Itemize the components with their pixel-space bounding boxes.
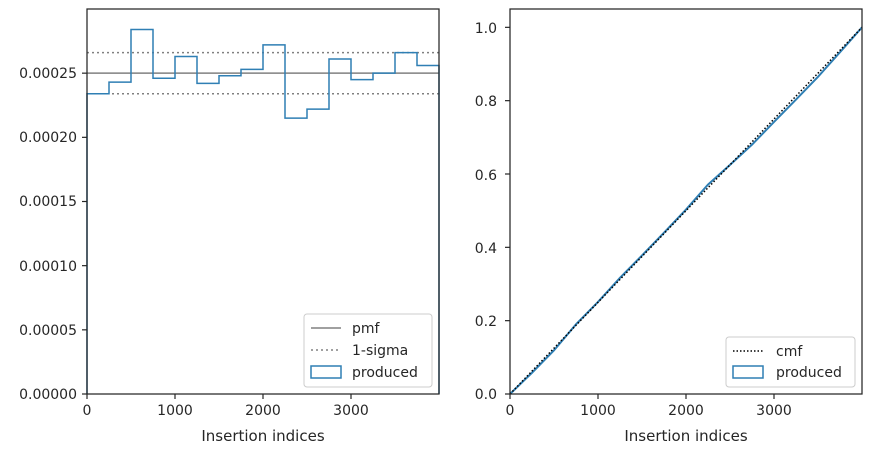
right-y-tick-label: 0.0 <box>475 387 497 403</box>
left-y-tick-label: 0.00025 <box>19 66 77 82</box>
produced-histogram <box>86 28 440 394</box>
produced-legend-swatch <box>310 365 342 379</box>
left-legend: pmf 1-sigma produced <box>303 313 433 388</box>
pmf-plot-area <box>86 28 440 394</box>
cmf-produced-legend-swatch <box>732 365 764 379</box>
cmf-plot-area <box>509 26 863 395</box>
left-y-tick-label: 0.00010 <box>19 259 77 275</box>
sigma-legend-label: 1-sigma <box>352 343 408 359</box>
left-y-tick-label: 0.00005 <box>19 323 77 339</box>
cmf-legend-label: cmf <box>776 344 803 360</box>
right-legend: cmf produced <box>725 336 856 388</box>
right-x-tick-labels: 0 1000 2000 3000 <box>506 403 792 419</box>
produced-legend-label: produced <box>352 365 418 381</box>
right-axes-frame <box>509 8 863 395</box>
left-x-tick-label: 3000 <box>333 403 369 419</box>
left-x-tick-labels: 0 1000 2000 3000 <box>83 403 369 419</box>
right-y-tick-label: 0.4 <box>475 241 497 257</box>
right-x-tick-label: 2000 <box>668 403 704 419</box>
left-y-tick-labels: 0.00000 0.00005 0.00010 0.00015 0.00020 … <box>19 66 77 403</box>
left-ticks <box>82 72 352 399</box>
cmf-panel: 0.0 0.2 0.4 0.6 0.8 1.0 0 1000 2000 3000… <box>475 8 863 445</box>
left-x-tick-label: 0 <box>83 403 92 419</box>
right-ticks <box>505 26 775 399</box>
pmf-legend-label: pmf <box>352 321 381 337</box>
left-x-axis-label: Insertion indices <box>201 427 324 445</box>
left-y-tick-label: 0.00000 <box>19 387 77 403</box>
right-x-tick-label: 0 <box>506 403 515 419</box>
right-x-tick-label: 3000 <box>756 403 792 419</box>
right-x-axis-label: Insertion indices <box>624 427 747 445</box>
right-y-tick-label: 0.8 <box>475 94 497 110</box>
right-y-tick-label: 0.6 <box>475 168 497 184</box>
left-legend-box <box>303 313 433 388</box>
left-y-tick-label: 0.00015 <box>19 194 77 210</box>
left-x-tick-label: 1000 <box>157 403 193 419</box>
right-x-tick-label: 1000 <box>580 403 616 419</box>
left-x-tick-label: 2000 <box>245 403 281 419</box>
cmf-reference-line <box>509 26 863 395</box>
right-legend-box <box>725 336 856 388</box>
cmf-produced-legend-label: produced <box>776 365 842 381</box>
right-y-tick-label: 0.2 <box>475 314 497 330</box>
right-y-tick-label: 1.0 <box>475 21 497 37</box>
pmf-histogram-panel: 0.00000 0.00005 0.00010 0.00015 0.00020 … <box>19 8 440 445</box>
left-y-tick-label: 0.00020 <box>19 130 77 146</box>
right-y-tick-labels: 0.0 0.2 0.4 0.6 0.8 1.0 <box>475 21 497 403</box>
